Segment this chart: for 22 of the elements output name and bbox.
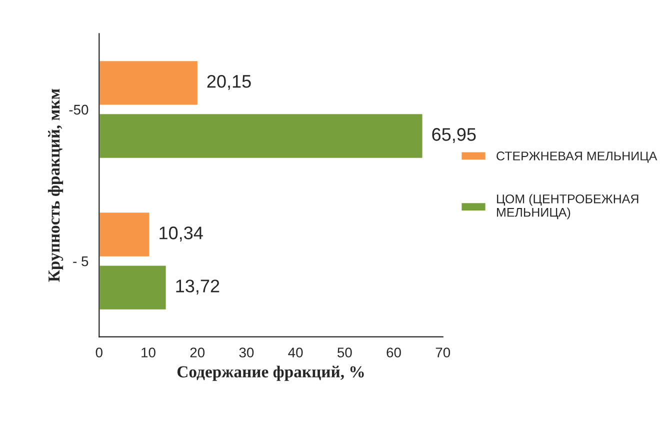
legend-label: ЦОМ (ЦЕНТРОБЕЖНАЯ МЕЛЬНИЦА) xyxy=(497,194,638,220)
data-label: 65,95 xyxy=(432,128,476,143)
x-tick-label: 20 xyxy=(190,348,205,358)
x-axis-title: Содержание фракций, % xyxy=(177,366,364,381)
bar xyxy=(99,60,199,106)
y-axis-title: Крупность фракций, мкм xyxy=(48,88,64,282)
data-label: 13,72 xyxy=(176,280,220,295)
x-tick-label: 60 xyxy=(386,348,401,358)
x-tick-label: 10 xyxy=(142,348,156,358)
x-tick-label: 50 xyxy=(337,348,352,358)
bar xyxy=(99,264,168,311)
x-tick-label: 40 xyxy=(288,348,303,358)
x-tick-label: 70 xyxy=(436,348,450,358)
data-label: 10,34 xyxy=(160,226,203,242)
bar xyxy=(99,211,151,258)
data-label: 20,15 xyxy=(207,75,251,90)
y-tick-label: -50 xyxy=(69,104,88,115)
y-tick-label: - 5 xyxy=(73,256,88,266)
bar xyxy=(99,112,424,160)
x-tick-label: 30 xyxy=(239,348,254,358)
x-tick-label: 0 xyxy=(96,348,102,358)
legend-label: СТЕРЖНЕВАЯ МЕЛЬНИЦА xyxy=(496,152,658,163)
